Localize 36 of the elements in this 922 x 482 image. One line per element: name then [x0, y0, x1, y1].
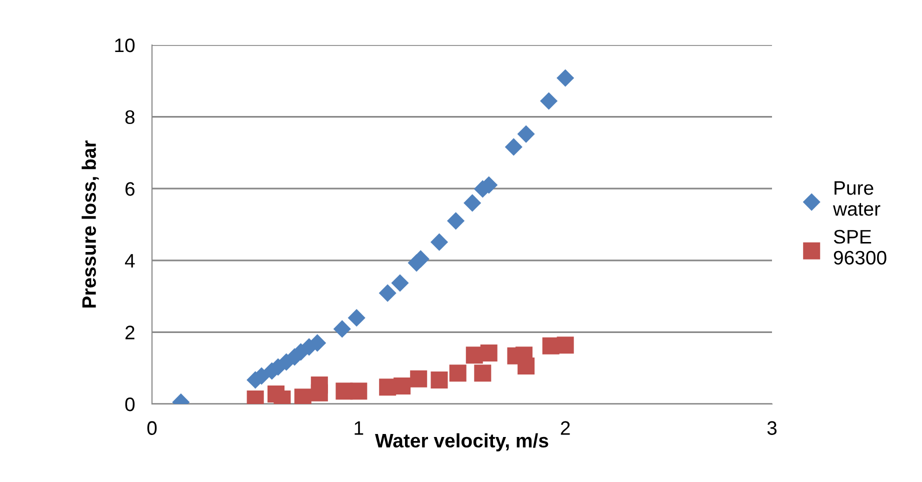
- point: [480, 344, 498, 362]
- point: [378, 284, 396, 302]
- point: [412, 250, 430, 268]
- y-tick-label: 8: [125, 110, 134, 124]
- x-tick-label: 3: [767, 421, 777, 435]
- point: [504, 138, 522, 156]
- y-tick-label: 0: [125, 397, 135, 412]
- point: [350, 382, 368, 400]
- x-axis-title: Water velocity, m/s: [375, 433, 548, 452]
- point: [540, 92, 558, 110]
- point: [447, 212, 465, 230]
- point: [556, 336, 574, 354]
- y-tick-label: 10: [115, 38, 135, 52]
- point: [430, 371, 448, 388]
- point: [333, 320, 351, 338]
- point: [410, 370, 428, 388]
- point: [294, 388, 312, 404]
- point: [517, 125, 535, 143]
- point: [391, 274, 409, 292]
- x-tick-label: 0: [147, 421, 157, 435]
- x-tick-label: 2: [560, 421, 570, 435]
- y-tick-label: 4: [124, 254, 135, 268]
- point: [430, 233, 448, 251]
- legend-label: SPE 96300: [834, 230, 886, 265]
- y-axis-title: Pressure loss, bar: [82, 140, 99, 308]
- y-tick-label: 2: [126, 326, 134, 340]
- point: [310, 384, 328, 402]
- point: [449, 364, 466, 382]
- y-tick-label: 6: [126, 182, 134, 196]
- x-tick-label: 1: [354, 421, 364, 435]
- legend-label: Pure water: [832, 181, 880, 216]
- point: [348, 309, 366, 327]
- point: [474, 364, 492, 382]
- point: [556, 69, 574, 87]
- point: [464, 194, 482, 212]
- point: [394, 378, 411, 395]
